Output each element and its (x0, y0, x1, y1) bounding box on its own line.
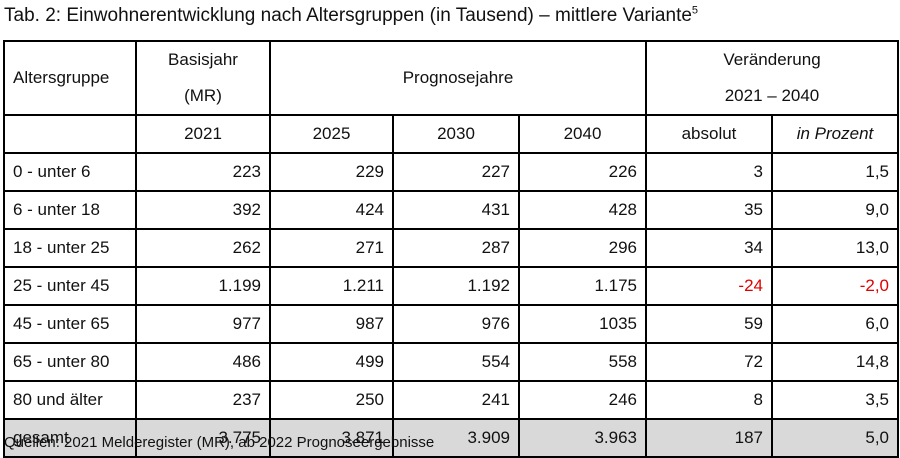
header-altersgruppe: Altersgruppe (3, 40, 137, 116)
title-footnote-marker: 5 (691, 4, 699, 17)
cell-2030: 287 (392, 228, 520, 268)
row-group: 6 - unter 18 (3, 190, 137, 230)
cell-2025: 424 (269, 190, 394, 230)
total-label: gesamt (3, 418, 137, 458)
table-row: 80 und älter 237 250 241 246 8 3,5 (3, 380, 899, 420)
row-group: 80 und älter (3, 380, 137, 420)
table-row: 45 - unter 65 977 987 976 1035 59 6,0 (3, 304, 899, 344)
cell-2025: 1.211 (269, 266, 394, 306)
cell-prozent: 1,5 (771, 152, 899, 192)
cell-absolut: 35 (645, 190, 773, 230)
cell-prozent: 3,5 (771, 380, 899, 420)
header-row-1: Altersgruppe Basisjahr (MR) Prognosejahr… (3, 40, 899, 116)
header-veraenderung-line1: Veränderung (723, 50, 821, 69)
cell-2025: 271 (269, 228, 394, 268)
header-veraenderung-line2: 2021 – 2040 (724, 86, 820, 105)
cell-2040: 246 (518, 380, 647, 420)
population-table: Altersgruppe Basisjahr (MR) Prognosejahr… (3, 40, 899, 458)
cell-2040: 1035 (518, 304, 647, 344)
cell-prozent: 13,0 (771, 228, 899, 268)
cell-2030: 1.192 (392, 266, 520, 306)
total-2030: 3.909 (392, 418, 520, 458)
row-group: 25 - unter 45 (3, 266, 137, 306)
cell-2025: 250 (269, 380, 394, 420)
cell-2040: 1.175 (518, 266, 647, 306)
cell-prozent: 9,0 (771, 190, 899, 230)
row-group: 45 - unter 65 (3, 304, 137, 344)
cell-2021: 237 (135, 380, 271, 420)
total-absolut: 187 (645, 418, 773, 458)
cell-2030: 976 (392, 304, 520, 344)
cell-prozent-negative: -2,0 (771, 266, 899, 306)
total-row: gesamt 3.775 3.871 3.909 3.963 187 5,0 (3, 418, 899, 458)
cell-2021: 977 (135, 304, 271, 344)
header-basisjahr-line1: Basisjahr (168, 50, 238, 69)
cell-absolut: 3 (645, 152, 773, 192)
cell-2025: 229 (269, 152, 394, 192)
cell-2030: 554 (392, 342, 520, 382)
cell-2030: 241 (392, 380, 520, 420)
header-basisjahr: Basisjahr (MR) (135, 40, 271, 116)
header-in-prozent: in Prozent (771, 114, 899, 154)
table-row: 6 - unter 18 392 424 431 428 35 9,0 (3, 190, 899, 230)
total-prozent: 5,0 (771, 418, 899, 458)
table-row: 25 - unter 45 1.199 1.211 1.192 1.175 -2… (3, 266, 899, 306)
cell-2040: 296 (518, 228, 647, 268)
source-note: Quellen: 2021 Melderegister (MR), ab 202… (4, 434, 435, 451)
header-year-2030: 2030 (392, 114, 520, 154)
header-prognosejahre: Prognosejahre (269, 40, 647, 116)
cell-absolut: 72 (645, 342, 773, 382)
cell-absolut-negative: -24 (645, 266, 773, 306)
row-group: 0 - unter 6 (3, 152, 137, 192)
header-year-2021: 2021 (135, 114, 271, 154)
total-2040: 3.963 (518, 418, 647, 458)
row-group: 65 - unter 80 (3, 342, 137, 382)
cell-2040: 226 (518, 152, 647, 192)
cell-2040: 428 (518, 190, 647, 230)
cell-2040: 558 (518, 342, 647, 382)
header-row-years: 2021 2025 2030 2040 absolut in Prozent (3, 114, 899, 154)
table-title-text: Tab. 2: Einwohnerentwicklung nach Alters… (4, 5, 692, 26)
cell-2021: 392 (135, 190, 271, 230)
cell-absolut: 34 (645, 228, 773, 268)
table-row: 65 - unter 80 486 499 554 558 72 14,8 (3, 342, 899, 382)
row-group: 18 - unter 25 (3, 228, 137, 268)
table-title: Tab. 2: Einwohnerentwicklung nach Alters… (4, 4, 698, 28)
cell-2021: 486 (135, 342, 271, 382)
cell-2021: 1.199 (135, 266, 271, 306)
cell-2030: 227 (392, 152, 520, 192)
cell-prozent: 14,8 (771, 342, 899, 382)
header-blank-cell (3, 114, 137, 154)
header-year-2040: 2040 (518, 114, 647, 154)
header-veraenderung: Veränderung 2021 – 2040 (645, 40, 899, 116)
table-row: 18 - unter 25 262 271 287 296 34 13,0 (3, 228, 899, 268)
cell-2025: 987 (269, 304, 394, 344)
cell-2021: 262 (135, 228, 271, 268)
cell-absolut: 59 (645, 304, 773, 344)
table-row: 0 - unter 6 223 229 227 226 3 1,5 (3, 152, 899, 192)
cell-2030: 431 (392, 190, 520, 230)
cell-absolut: 8 (645, 380, 773, 420)
header-year-2025: 2025 (269, 114, 394, 154)
cell-2025: 499 (269, 342, 394, 382)
cell-2021: 223 (135, 152, 271, 192)
header-absolut: absolut (645, 114, 773, 154)
cell-prozent: 6,0 (771, 304, 899, 344)
header-basisjahr-line2: (MR) (184, 86, 222, 105)
